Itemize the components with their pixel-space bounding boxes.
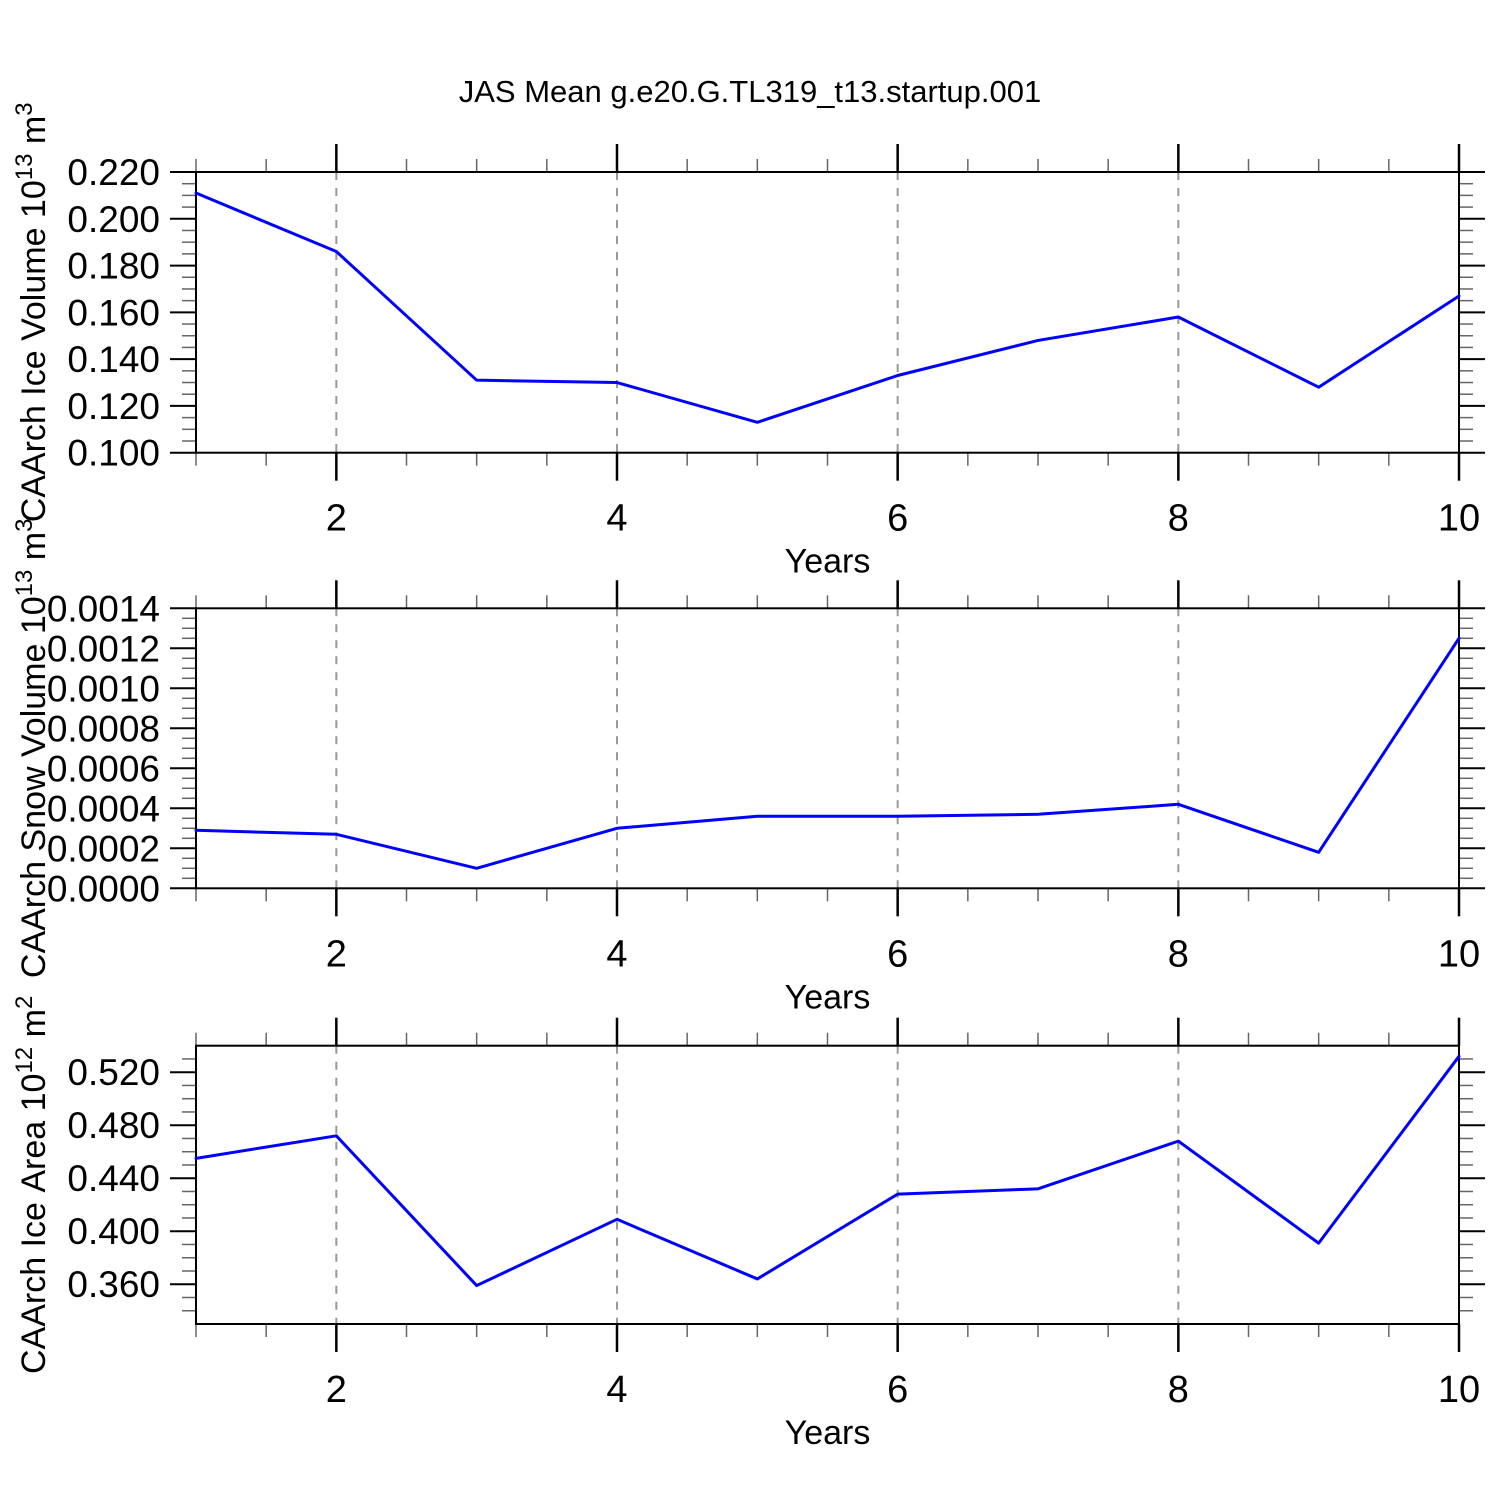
x-tick-label: 2	[326, 1369, 347, 1411]
y-tick-label: 0.200	[67, 199, 160, 240]
x-tick-label: 10	[1438, 498, 1480, 540]
y-tick-label: 0.400	[67, 1211, 160, 1252]
panel-snow-volume: 2 4 6 8 100.00000.00020.00040.00060.00080.00…	[11, 518, 1485, 1016]
plot-box	[195, 171, 1460, 454]
y-tick-label: 0.0006	[47, 748, 160, 789]
y-tick-label: 0.0004	[47, 788, 160, 829]
y-tick-label: 0.0014	[47, 588, 160, 629]
series-line-ice-area	[194, 1054, 1461, 1288]
x-tick-label: 6	[887, 933, 908, 975]
x-tick-label: 8	[1168, 498, 1189, 540]
x-axis-title: Years	[785, 543, 871, 581]
y-tick-label: 0.120	[67, 386, 160, 427]
y-tick-label: 0.0002	[47, 828, 160, 869]
y-tick-label: 0.140	[67, 339, 160, 380]
x-tick-label: 8	[1168, 933, 1189, 975]
x-tick-label: 6	[887, 498, 908, 540]
x-tick-label: 4	[606, 1369, 627, 1411]
y-tick-label: 0.0012	[47, 628, 160, 669]
x-tick-label: 6	[887, 1369, 908, 1411]
x-axis-title: Years	[785, 978, 871, 1016]
y-tick-label: 0.0010	[47, 668, 160, 709]
y-tick-label: 0.480	[67, 1105, 160, 1146]
y-axis-title: CAArch Ice Area 1012 m2	[11, 996, 53, 1374]
y-tick-label: 0.360	[67, 1264, 160, 1305]
plot-box	[195, 607, 1460, 890]
y-tick-label: 0.160	[67, 292, 160, 333]
series-line-ice-volume	[194, 191, 1461, 424]
x-tick-label: 4	[606, 933, 627, 975]
x-tick-label: 4	[606, 498, 627, 540]
y-axis-title: CAArch Snow Volume 1013 m3	[11, 518, 53, 978]
y-axis-title: CAArch Ice Volume 1013 m3	[11, 102, 53, 522]
x-tick-label: 10	[1438, 1369, 1480, 1411]
x-tick-label: 8	[1168, 1369, 1189, 1411]
x-tick-label: 2	[326, 933, 347, 975]
x-axis-title: Years	[785, 1414, 871, 1452]
y-tick-label: 0.100	[67, 433, 160, 474]
y-tick-label: 0.220	[67, 152, 160, 193]
x-tick-label: 10	[1438, 933, 1480, 975]
y-tick-label: 0.0000	[47, 868, 160, 909]
panel-ice-area: 2 4 6 8 10 0.360 0.400 0.440 0.480 0.520 Years CAAr…	[11, 996, 1485, 1452]
chart-title: JAS Mean g.e20.G.TL319_t13.startup.001	[459, 74, 1042, 109]
plot-box	[195, 1044, 1460, 1325]
x-tick-label: 2	[326, 498, 347, 540]
y-tick-label: 0.440	[67, 1158, 160, 1199]
y-tick-label: 0.180	[67, 246, 160, 287]
series-line-snow-volume	[194, 636, 1461, 870]
y-tick-label: 0.520	[67, 1052, 160, 1093]
y-tick-label: 0.0008	[47, 708, 160, 749]
panel-ice-volume: 2 4 6 8 10 0.100 0.120 0.140 0.160 0.180 0.200 0.22…	[11, 102, 1485, 581]
